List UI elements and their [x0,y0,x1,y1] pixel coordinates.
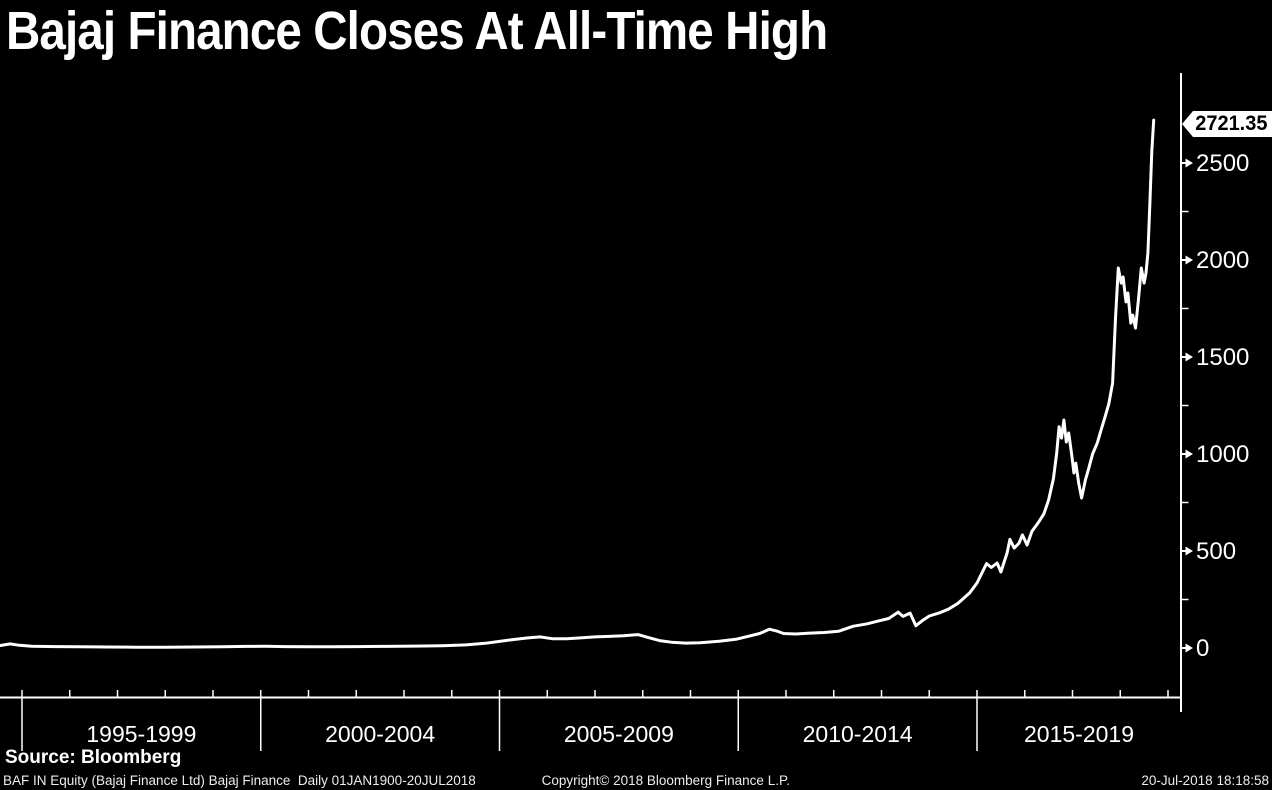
y-tick-arrow-icon [1185,255,1193,265]
y-tick-arrow-icon [1185,352,1193,362]
x-tick-label: 2010-2014 [803,721,913,747]
y-tick-label: 0 [1196,635,1209,662]
y-tick-arrow-icon [1185,546,1193,556]
price-line-series [0,118,1156,649]
y-tick-arrow-icon [1185,643,1193,653]
x-tick-label: 2005-2009 [564,721,674,747]
y-tick-label: 1000 [1196,441,1249,468]
last-price-tag: 2721.35 [1182,111,1272,137]
y-tick-label: 1500 [1196,344,1249,371]
status-bar: BAF IN Equity (Bajaj Finance Ltd) Bajaj … [0,772,1272,790]
x-tick-label: 1995-1999 [86,721,196,747]
y-tick-arrow-icon [1185,449,1193,459]
security-description: BAF IN Equity (Bajaj Finance Ltd) Bajaj … [3,773,476,788]
last-price-value: 2721.35 [1195,112,1268,135]
copyright-notice: Copyright© 2018 Bloomberg Finance L.P. [541,773,790,788]
timestamp: 20-Jul-2018 18:18:58 [1141,773,1269,788]
y-tick-label: 500 [1196,538,1236,565]
x-tick-label: 2000-2004 [325,721,435,747]
y-tick-arrow-icon [1185,158,1193,168]
page-title: Bajaj Finance Closes At All-Time High [6,1,828,61]
x-tick-label: 2015-2019 [1024,721,1134,747]
y-tick-label: 2500 [1196,150,1249,177]
source-label: Source: Bloomberg [5,747,182,768]
y-tick-label: 2000 [1196,247,1249,274]
